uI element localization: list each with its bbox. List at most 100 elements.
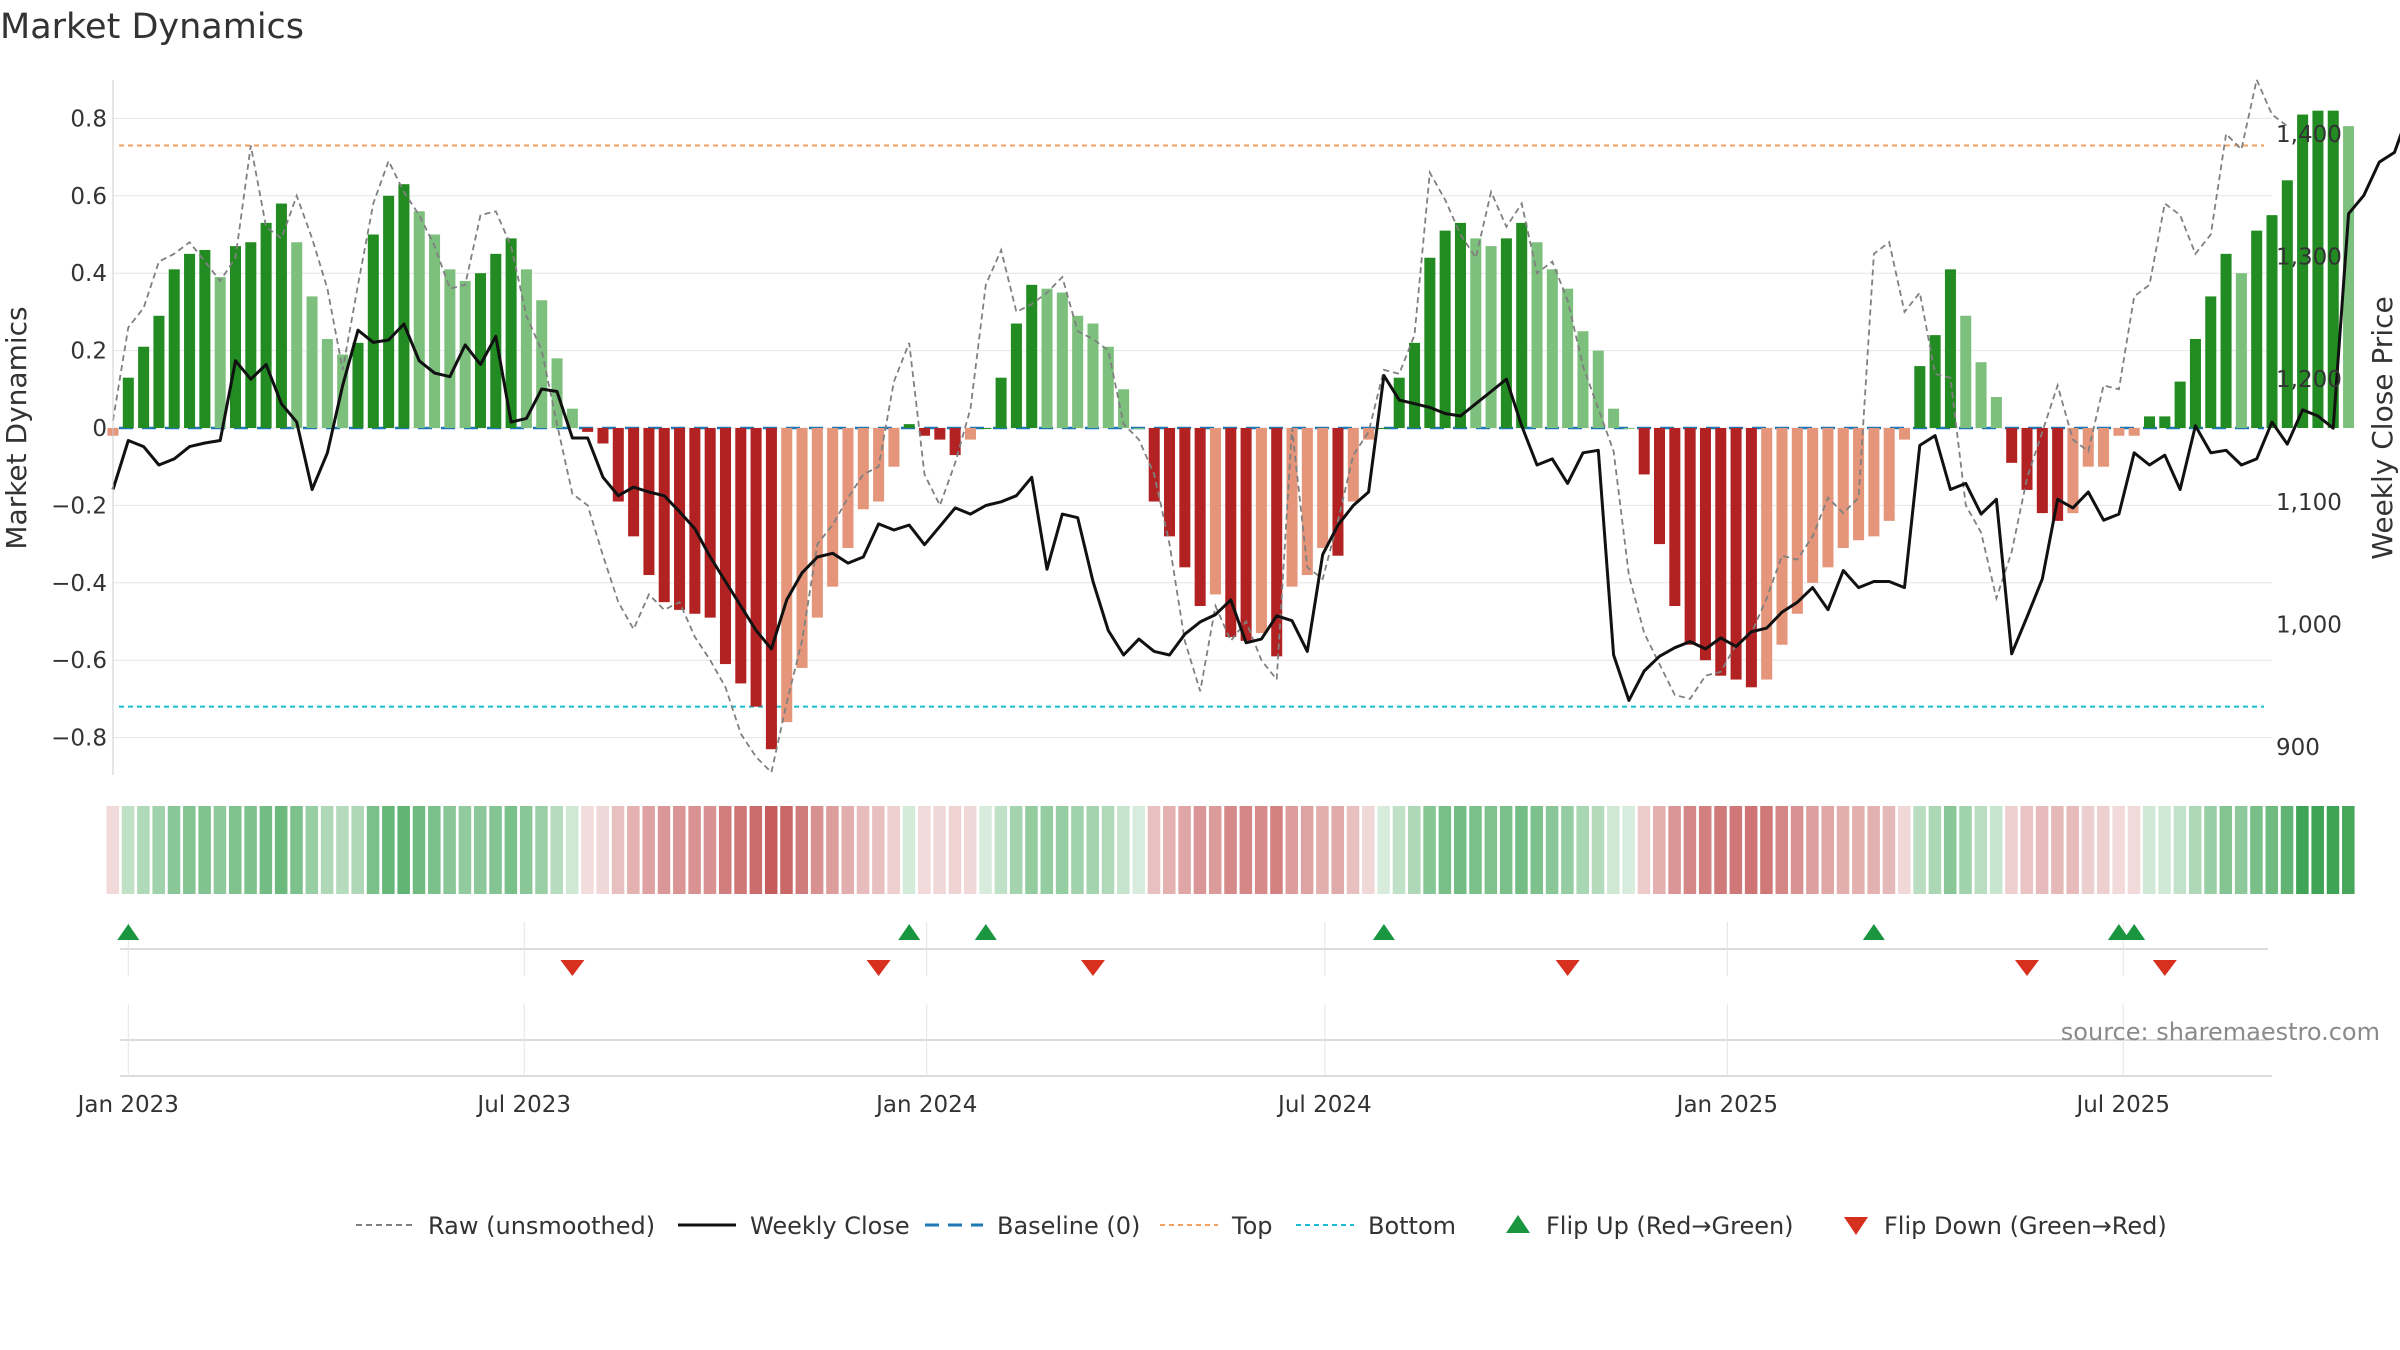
dynamics-bar	[2159, 416, 2171, 428]
dynamics-bar	[2343, 126, 2355, 428]
heat-cell	[2035, 806, 2049, 894]
dynamics-bar	[1271, 428, 1283, 657]
heat-cell	[2326, 806, 2340, 894]
dynamics-bar	[1669, 428, 1681, 607]
y-tick-label: 0.2	[70, 339, 107, 365]
dynamics-bar	[1638, 428, 1650, 475]
heat-cell	[780, 806, 793, 894]
heat-cell	[1408, 806, 1421, 894]
dynamics-bar	[1975, 362, 1987, 428]
heat-cell	[2127, 806, 2141, 894]
dynamics-bar	[2143, 416, 2156, 428]
dynamics-bar	[2036, 428, 2048, 514]
heat-cell	[443, 806, 456, 894]
dynamics-bar	[2006, 428, 2018, 463]
dynamics-bar	[2327, 110, 2339, 428]
heat-cell	[657, 806, 671, 894]
heat-cell	[1561, 806, 1574, 894]
heat-cell	[2188, 806, 2202, 894]
heat-cell	[1055, 806, 1069, 894]
dynamics-bar	[1225, 428, 1237, 637]
heat-cell	[2142, 806, 2156, 894]
dynamics-bar	[184, 253, 196, 428]
dynamics-bar	[1347, 428, 1359, 502]
dynamics-bar	[214, 277, 226, 428]
dynamics-bar	[2281, 180, 2293, 428]
heat-cell	[1025, 806, 1038, 894]
heat-cell	[1882, 806, 1896, 894]
dynamics-bar	[2220, 253, 2232, 428]
heat-cell	[902, 806, 916, 894]
dynamics-bar	[811, 428, 823, 618]
dynamics-bar	[1791, 428, 1803, 614]
dynamics-bar	[980, 428, 992, 429]
heat-cell	[1346, 806, 1360, 894]
dynamics-bar	[796, 428, 808, 668]
dynamics-bar	[1623, 428, 1635, 429]
dynamics-bar	[1745, 428, 1757, 688]
dynamics-bar	[750, 428, 762, 707]
heat-cell	[1178, 806, 1191, 894]
dynamics-bar	[1990, 397, 2002, 428]
dynamics-bar	[1730, 428, 1742, 680]
heat-cell	[1622, 806, 1635, 894]
dynamics-bar	[1026, 284, 1038, 428]
y-tick-label: 0.8	[70, 106, 107, 132]
flip-up-marker	[1372, 924, 1395, 940]
heat-cell	[1193, 806, 1207, 894]
heat-cell	[611, 806, 625, 894]
x-tick-label: Jan 2023	[76, 1092, 179, 1118]
dynamics-bar	[1332, 428, 1344, 556]
heat-cell	[826, 806, 839, 894]
dynamics-bar	[1164, 428, 1176, 537]
dynamics-bar	[689, 428, 701, 614]
dynamics-bar	[2205, 296, 2217, 428]
dynamics-bar	[138, 346, 150, 428]
flip-down-marker	[2015, 960, 2040, 976]
dynamics-bar	[674, 428, 686, 610]
heat-cell	[1821, 806, 1834, 894]
heat-cell	[1698, 806, 1712, 894]
dynamics-bars	[107, 110, 2355, 750]
dynamics-bar	[1286, 428, 1298, 587]
heat-cell	[1009, 806, 1023, 894]
legend-label: Top	[1231, 1212, 1273, 1240]
heat-cell	[703, 806, 717, 894]
dynamics-bar	[2113, 428, 2125, 436]
heat-cell	[1362, 806, 1375, 894]
heat-cell	[2265, 806, 2279, 894]
heat-cell	[994, 806, 1008, 894]
dynamics-bar	[1562, 288, 1574, 428]
dynamics-bar	[842, 428, 854, 548]
heat-cell	[535, 806, 548, 894]
dynamics-bar	[1102, 346, 1114, 428]
dynamics-bar	[2189, 338, 2201, 428]
heat-cell	[933, 806, 946, 894]
dynamics-bar	[658, 428, 670, 603]
dynamics-bar	[520, 269, 532, 428]
dynamics-bar	[429, 234, 441, 428]
y2-tick-label: 1,400	[2276, 122, 2342, 148]
dynamics-bar	[1868, 428, 1880, 537]
dynamics-bar	[934, 428, 946, 440]
dynamics-bar	[1807, 428, 1819, 583]
flip-down-marker	[560, 960, 585, 976]
dynamics-bar	[1363, 428, 1375, 440]
y-tick-label: −0.4	[51, 571, 107, 597]
dynamics-bar	[597, 428, 609, 444]
dynamics-bar	[1010, 323, 1022, 428]
dynamics-bar	[1592, 350, 1604, 428]
dynamics-bar	[612, 428, 624, 502]
heat-cell	[1959, 806, 1972, 894]
heat-cell	[1300, 806, 1314, 894]
heat-cell	[366, 806, 380, 894]
dynamics-bar	[1485, 246, 1497, 428]
dynamics-bar	[1944, 269, 1956, 428]
dynamics-bar	[2021, 428, 2033, 490]
heat-cell	[1775, 806, 1789, 894]
dynamics-bar	[1929, 335, 1941, 428]
dynamics-bar	[229, 246, 242, 428]
heat-cell	[320, 806, 334, 894]
dynamics-bar	[1209, 428, 1221, 595]
y-tick-label: −0.8	[51, 726, 107, 752]
